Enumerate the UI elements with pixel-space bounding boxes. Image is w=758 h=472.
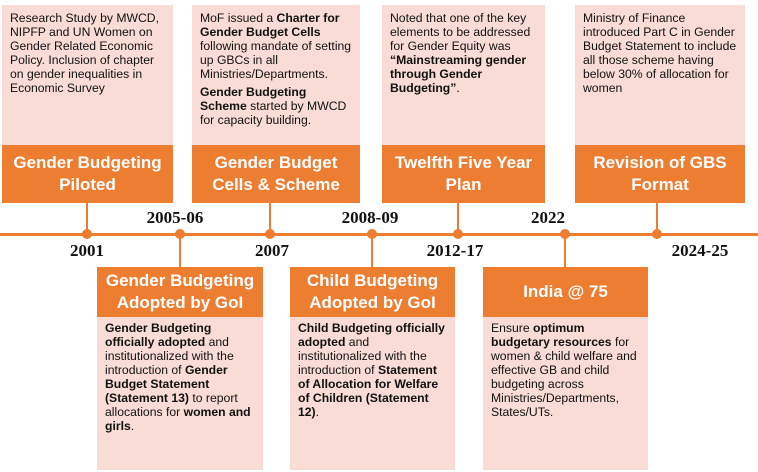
description-text: Gender Budgeting Scheme xyxy=(200,85,307,113)
timeline-axis xyxy=(0,233,758,236)
description-text: . xyxy=(130,419,135,433)
connector xyxy=(564,234,566,267)
event-title: Revision of GBS Format xyxy=(575,145,745,203)
timeline-dot xyxy=(560,229,570,239)
event-description: Noted that one of the key elements to be… xyxy=(382,5,545,145)
description-text: and institutionalized with the introduct… xyxy=(105,335,234,377)
description-text: Statement of Allocation for Welfare of C… xyxy=(298,363,439,419)
event-year: 2008-09 xyxy=(341,208,399,227)
event-description: Child Budgeting officially adopted and i… xyxy=(290,317,455,470)
connector xyxy=(656,203,658,234)
event-title: Child Budgeting Adopted by GoI xyxy=(290,267,455,317)
description-text: Ensure xyxy=(491,321,534,335)
event-description: MoF issued a Charter for Gender Budget C… xyxy=(192,5,360,145)
connector xyxy=(269,203,271,234)
description-text: started by MWCD for capacity building. xyxy=(200,99,347,127)
timeline-dot xyxy=(367,229,377,239)
description-text: Charter for Gender Budget Cells xyxy=(200,11,340,39)
description-text: Gender Budget Statement (Statement 13) xyxy=(105,363,228,405)
description-text: Research Study by MWCD, NIPFP and UN Wom… xyxy=(10,11,159,95)
event-year: 2022 xyxy=(531,208,565,227)
description-text: . xyxy=(456,81,460,95)
description-text: . xyxy=(315,405,320,419)
event-description: Ministry of Finance introduced Part C in… xyxy=(575,5,745,145)
event-title: Gender Budget Cells & Scheme xyxy=(192,145,360,203)
timeline-dot xyxy=(82,229,92,239)
connector xyxy=(371,234,373,267)
description-text: Noted that one of the key elements to be… xyxy=(390,11,531,53)
description-text: Ministry of Finance introduced Part C in… xyxy=(583,11,737,95)
timeline-dot xyxy=(175,229,185,239)
timeline-dot xyxy=(265,229,275,239)
description-paragraph: Ministry of Finance introduced Part C in… xyxy=(583,11,737,95)
description-text: and institutionalized with the introduct… xyxy=(298,335,427,377)
connector xyxy=(457,203,459,234)
timeline-dot xyxy=(652,229,662,239)
description-text: Child Budgeting officially adopted xyxy=(298,321,445,349)
event-description: Research Study by MWCD, NIPFP and UN Wom… xyxy=(2,5,173,145)
description-paragraph: MoF issued a Charter for Gender Budget C… xyxy=(200,11,352,81)
event-year: 2005-06 xyxy=(146,208,204,227)
event-year: 2024-25 xyxy=(671,241,729,260)
description-paragraph: Child Budgeting officially adopted and i… xyxy=(298,321,447,419)
description-paragraph: Gender Budgeting Scheme started by MWCD … xyxy=(200,85,352,127)
event-year: 2012-17 xyxy=(426,241,484,260)
connector xyxy=(86,203,88,234)
event-description: Ensure optimum budgetary resources for w… xyxy=(483,317,648,470)
event-title: Gender Budgeting Piloted xyxy=(2,145,173,203)
description-text: for women & child welfare and effective … xyxy=(491,335,637,419)
connector xyxy=(179,234,181,267)
description-paragraph: Gender Budgeting officially adopted and … xyxy=(105,321,255,433)
description-text: following mandate of setting up GBCs in … xyxy=(200,39,352,81)
description-text: Gender Budgeting officially adopted xyxy=(105,321,212,349)
description-paragraph: Research Study by MWCD, NIPFP and UN Wom… xyxy=(10,11,165,95)
description-text: to report allocations for xyxy=(105,391,238,419)
timeline-dot xyxy=(453,229,463,239)
description-paragraph: Noted that one of the key elements to be… xyxy=(390,11,537,95)
event-year: 2007 xyxy=(255,241,289,260)
description-text: optimum budgetary resources xyxy=(491,321,612,349)
description-paragraph: Ensure optimum budgetary resources for w… xyxy=(491,321,640,419)
event-year: 2001 xyxy=(70,241,104,260)
event-description: Gender Budgeting officially adopted and … xyxy=(97,317,263,470)
description-text: women and girls xyxy=(105,405,251,433)
description-text: MoF issued a xyxy=(200,11,277,25)
event-title: Gender Budgeting Adopted by GoI xyxy=(97,267,263,317)
description-text: “Mainstreaming gender through Gender Bud… xyxy=(390,53,527,95)
event-title: India @ 75 xyxy=(483,267,648,317)
event-title: Twelfth Five Year Plan xyxy=(382,145,545,203)
